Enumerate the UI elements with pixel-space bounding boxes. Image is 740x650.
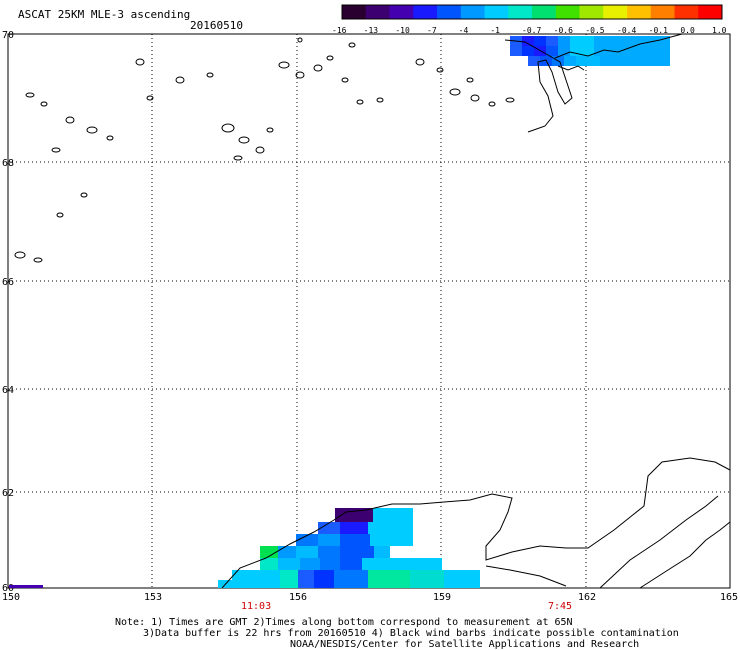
map-title: ASCAT 25KM MLE-3 ascending <box>18 8 191 21</box>
colorbar <box>341 4 723 20</box>
colorbar-label: -0.1 <box>649 26 668 35</box>
colorbar-label: -7 <box>427 26 437 35</box>
colorbar-swatch <box>389 5 414 19</box>
colorbar-label: -4 <box>459 26 469 35</box>
lat-label: 62 <box>2 488 14 499</box>
lon-label: 162 <box>578 592 596 603</box>
wind-cells-north <box>510 36 670 66</box>
colorbar-label: 1.0 <box>712 26 727 35</box>
note-line-1: Note: 1) Times are GMT 2)Times along bot… <box>115 617 573 628</box>
colorbar-label: -0.6 <box>554 26 573 35</box>
wind-cells-south <box>218 508 480 588</box>
pass-times: 11:03 7:45 <box>241 601 572 612</box>
colorbar-swatch <box>508 5 533 19</box>
colorbar-swatch <box>603 5 628 19</box>
colorbar-label: -0.5 <box>585 26 604 35</box>
colorbar-swatch <box>437 5 462 19</box>
lat-label: 68 <box>2 158 14 169</box>
colorbar-label: -10 <box>395 26 410 35</box>
note-line-3: NOAA/NESDIS/Center for Satellite Applica… <box>290 639 640 650</box>
lon-label: 150 <box>2 592 20 603</box>
colorbar-swatch <box>650 5 675 19</box>
lon-label: 153 <box>144 592 162 603</box>
lakes <box>14 37 515 263</box>
colorbar-label: -0.7 <box>522 26 541 35</box>
colorbar-swatch <box>413 5 438 19</box>
graticule <box>8 34 730 588</box>
colorbar-swatch <box>555 5 580 19</box>
colorbar-label: -0.4 <box>617 26 636 35</box>
map-date: 20160510 <box>190 19 243 32</box>
colorbar-label: 0.0 <box>680 26 695 35</box>
colorbar-swatch <box>674 5 699 19</box>
colorbar-swatch <box>698 5 723 19</box>
longitude-labels: 150 153 156 159 162 165 <box>2 592 738 603</box>
pass-time: 7:45 <box>548 601 572 612</box>
plot-frame <box>7 33 731 589</box>
colorbar-swatch <box>365 5 390 19</box>
lon-label: 165 <box>720 592 738 603</box>
latitude-labels: 70 68 66 64 62 60 <box>2 30 14 594</box>
colorbar-label: -13 <box>364 26 379 35</box>
lon-label: 159 <box>433 592 451 603</box>
colorbar-label: -16 <box>332 26 347 35</box>
colorbar-swatch <box>484 5 509 19</box>
colorbar-swatch <box>460 5 485 19</box>
colorbar-swatch <box>579 5 604 19</box>
colorbar-frame <box>341 4 723 20</box>
note-line-2: 3)Data buffer is 22 hrs from 20160510 4)… <box>143 628 679 639</box>
colorbar-swatch <box>627 5 652 19</box>
colorbar-labels: -16 -13 -10 -7 -4 -1 -0.7 -0.6 -0.5 -0.4 -0.1 0.0 1.… <box>332 26 727 35</box>
lon-label: 156 <box>289 592 307 603</box>
lat-label: 60 <box>2 583 14 594</box>
coastline <box>221 33 731 589</box>
lat-label: 64 <box>2 385 14 396</box>
colorbar-swatch <box>532 5 557 19</box>
lat-label: 66 <box>2 277 14 288</box>
lat-label: 70 <box>2 30 14 41</box>
colorbar-label: -1 <box>490 26 500 35</box>
pass-time: 11:03 <box>241 601 271 612</box>
colorbar-swatch <box>342 5 367 19</box>
legend-swatch <box>9 585 43 588</box>
